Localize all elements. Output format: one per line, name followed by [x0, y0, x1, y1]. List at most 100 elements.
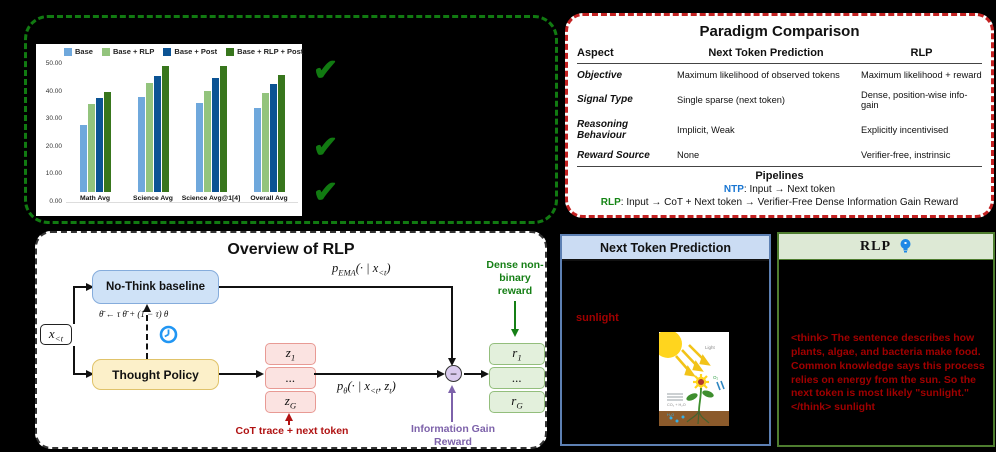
rlp-cell: Verifier-free, instrinsic: [861, 150, 951, 160]
pema-line: [219, 286, 453, 288]
arrowhead: [86, 370, 94, 378]
rlp-output-text: <think> The sentence describes how plant…: [791, 332, 985, 414]
legend-swatch: [64, 47, 72, 56]
rlp-cell: Dense, position-wise info-gain: [861, 89, 968, 110]
ema-formula: θ̄ ← τ θ̄ + (1 − τ) θ: [99, 309, 169, 319]
paradigm-comparison-panel: Paradigm Comparison Aspect Next Token Pr…: [565, 13, 994, 218]
table-row: Reasoning Behaviour Implicit, Weak Explici…: [577, 114, 982, 145]
diagram-title: Overview of RLP: [227, 241, 355, 258]
subtraction-node: −: [445, 365, 462, 382]
bar: [103, 92, 111, 192]
photosynthesis-illustration: Light O₂ CO₂ + H₂O H₂O: [659, 332, 729, 426]
reward-box: r1: [489, 343, 545, 365]
pema-line: [451, 286, 453, 358]
y-tick-label: 50.00: [45, 60, 62, 67]
table-row: Objective Maximum likelihood of observed …: [577, 65, 982, 85]
reward-box: rG: [489, 391, 545, 413]
column-header-ntp: Next Token Prediction: [708, 47, 824, 59]
benchmark-bar-chart: Base Base + RLP Base + Post Base + RLP + Po…: [36, 44, 303, 216]
table-row: Signal Type Single sparse (next token) Den…: [577, 85, 982, 114]
connector-line: [73, 286, 88, 288]
ntp-pipeline: NTP: Input → Next token: [577, 184, 982, 195]
ntp-cell: Single sparse (next token): [677, 94, 786, 105]
reward-box-label: r1: [512, 345, 522, 363]
y-tick-label: 40.00: [45, 87, 62, 95]
rlp-cell: Explicitly incentivised: [861, 124, 949, 135]
dense-reward-label: Dense non-binary reward: [486, 259, 544, 298]
clock-icon: [159, 325, 178, 344]
bar: [161, 65, 169, 192]
reward-box-label: ...: [512, 370, 522, 385]
checkmark-icon: ✔: [313, 131, 339, 164]
bar: [145, 82, 153, 192]
svg-text:Light: Light: [705, 345, 716, 350]
bar-group: Science Avg@1[4]: [182, 54, 240, 202]
rlp-pipeline-text: : Input → CoT + Next token → Verifier-Fr…: [620, 197, 959, 208]
arrowhead: [143, 304, 151, 312]
rlp-example-panel: RLP <think> The sentence describes how p…: [777, 232, 995, 447]
ntp-tag: NTP: [723, 184, 744, 195]
overview-of-rlp-panel: Overview of RLP θ̄ ← τ θ̄ + (1 − τ) θ No…: [35, 231, 547, 449]
bar-set: [195, 54, 227, 192]
y-tick-label: 10.00: [45, 170, 62, 178]
lightbulb-icon: [900, 239, 911, 253]
connector-line: [73, 346, 75, 375]
aspect-cell: Signal Type: [577, 94, 633, 105]
bar-set: [253, 54, 285, 192]
table-body: Objective Maximum likelihood of observed …: [577, 65, 982, 165]
table-row: Reward Source None Verifier-free, instrins…: [577, 145, 982, 165]
column-header-rlp: RLP: [910, 47, 933, 59]
aspect-cell: Reasoning Behaviour: [577, 118, 629, 141]
ntp-output-token: sunlight: [576, 312, 619, 324]
arrowhead: [481, 370, 489, 378]
bar: [137, 97, 145, 192]
svg-text:CO₂ + H₂O: CO₂ + H₂O: [667, 403, 686, 407]
legend-label: Base + Post: [174, 47, 218, 56]
divider: [577, 166, 982, 167]
y-tick-label: 0.00: [49, 198, 62, 205]
dense-reward-arrow: [514, 301, 516, 329]
legend-swatch: [101, 47, 110, 56]
legend-item: Base + RLP: [101, 47, 154, 56]
legend-label: Base: [75, 47, 93, 56]
connector-line: [73, 286, 75, 324]
bar: [269, 83, 277, 192]
thought-policy-label: Thought Policy: [112, 367, 199, 382]
rlp-tag: RLP: [600, 197, 621, 208]
information-gain-arrow: [451, 392, 453, 422]
bar: [211, 78, 219, 192]
bar-set: [79, 54, 111, 192]
pipelines-section: Pipelines NTP: Input → Next token RLP: I…: [577, 170, 982, 208]
cot-sample-box: z1: [265, 343, 316, 365]
thought-policy-box: Thought Policy: [92, 359, 219, 390]
bar: [277, 74, 285, 192]
legend-item: Base + Post: [163, 47, 217, 56]
ntp-cell: Maximum likelihood of observed tokens: [677, 70, 840, 80]
rlp-pipeline: RLP: Input → CoT + Next token → Verifier…: [577, 197, 982, 208]
connector-line: [464, 373, 484, 375]
no-think-baseline-label: No-Think baseline: [105, 281, 206, 293]
divider: [577, 63, 982, 64]
no-think-baseline-box: No-Think baseline: [92, 270, 219, 304]
cot-arrow: [288, 420, 290, 425]
bar: [95, 97, 103, 192]
arrowhead: [256, 370, 264, 378]
next-token-prediction-panel: Next Token Prediction sunlight Light O₂ …: [560, 234, 771, 446]
legend-swatch: [226, 47, 235, 56]
checkmark-icon: ✔: [313, 54, 339, 87]
pema-distribution-label: pEMA(· | x<t): [332, 261, 391, 278]
context-x-box: x<t: [40, 324, 72, 345]
connector-line: [73, 373, 88, 375]
bar-group: Science Avg: [124, 54, 182, 202]
benchmark-results-panel: Base Base + RLP Base + Post Base + RLP + Po…: [24, 15, 558, 224]
legend-item: Base: [64, 47, 93, 56]
aspect-cell: Reward Source: [577, 149, 650, 161]
bar: [153, 75, 161, 192]
information-gain-label: Information Gain Reward: [411, 423, 495, 449]
arrowhead: [511, 329, 519, 337]
arrowhead: [86, 283, 94, 291]
arrowhead: [448, 358, 456, 366]
cot-sample-box-label: z1: [285, 345, 296, 363]
chart-legend: Base Base + RLP Base + Post Base + RLP + Po…: [64, 47, 303, 56]
aspect-cell: Objective: [577, 69, 623, 81]
